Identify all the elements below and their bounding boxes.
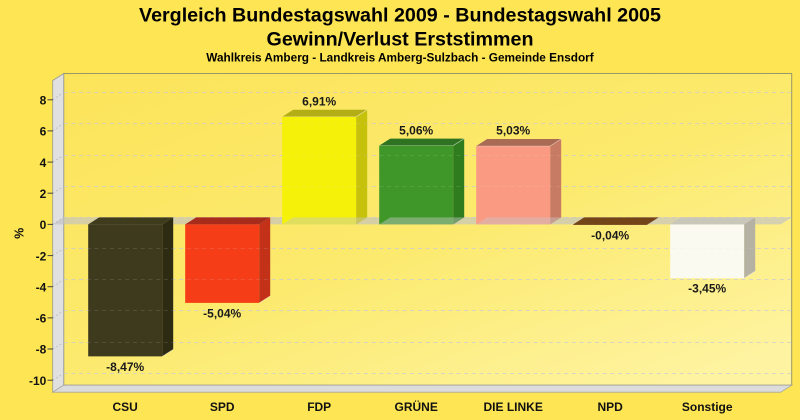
svg-text:-6: -6 (36, 312, 47, 326)
svg-text:-4: -4 (36, 280, 47, 294)
svg-text:2: 2 (40, 187, 47, 201)
svg-text:4: 4 (40, 156, 47, 170)
svg-text:CSU: CSU (113, 400, 138, 414)
svg-text:NPD: NPD (598, 400, 624, 414)
svg-text:Sonstige: Sonstige (682, 400, 733, 414)
svg-text:-10: -10 (29, 374, 47, 388)
svg-text:-2: -2 (36, 249, 47, 263)
svg-text:6,91%: 6,91% (302, 94, 336, 108)
svg-text:Vergleich Bundestagswahl 2009: Vergleich Bundestagswahl 2009 - Bundesta… (139, 5, 661, 27)
svg-text:SPD: SPD (210, 400, 235, 414)
svg-text:-8,47%: -8,47% (106, 360, 144, 374)
svg-text:0: 0 (40, 218, 47, 232)
svg-text:5,06%: 5,06% (399, 123, 433, 137)
svg-text:%: % (12, 228, 26, 239)
svg-text:Wahlkreis Amberg - Landkreis A: Wahlkreis Amberg - Landkreis Amberg-Sulz… (206, 51, 593, 65)
svg-text:GRÜNE: GRÜNE (395, 399, 438, 414)
svg-text:5,03%: 5,03% (496, 124, 530, 138)
svg-text:-0,04%: -0,04% (591, 229, 629, 243)
svg-text:6: 6 (40, 125, 47, 139)
svg-text:Gewinn/Verlust Erststimmen: Gewinn/Verlust Erststimmen (267, 29, 534, 51)
svg-text:DIE LINKE: DIE LINKE (484, 400, 543, 414)
svg-text:-5,04%: -5,04% (203, 306, 241, 320)
svg-text:-8: -8 (36, 343, 47, 357)
svg-text:-3,45%: -3,45% (688, 282, 726, 296)
svg-text:8: 8 (40, 94, 47, 108)
svg-text:FDP: FDP (307, 400, 331, 414)
